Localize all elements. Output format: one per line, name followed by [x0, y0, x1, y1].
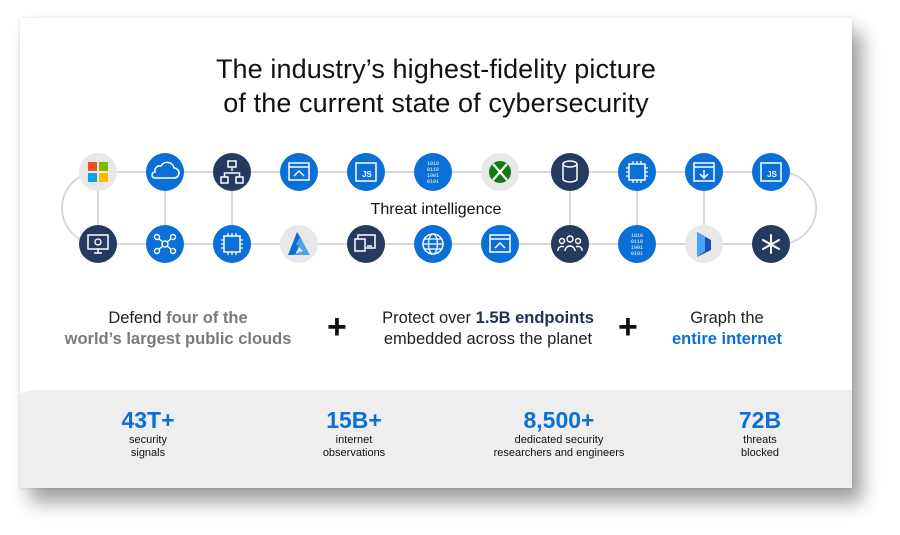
plus-sign: +	[618, 308, 638, 346]
stat-label-line2: researchers and engineers	[493, 447, 625, 459]
stat-security-signals: 43T+ security signals	[88, 406, 208, 460]
stat-security-researchers: 8,500+ dedicated security researchers an…	[474, 406, 644, 460]
svg-text:1010: 1010	[427, 161, 439, 167]
pillar-clouds-pre: Defend	[108, 309, 167, 327]
stat-threats-blocked: 72B threats blocked	[700, 406, 820, 460]
svg-text:JS: JS	[362, 170, 372, 179]
microsoft-logo-icon	[79, 153, 117, 191]
globe-network-icon	[414, 225, 452, 263]
dynamics-logo-icon	[685, 225, 723, 263]
plus-sign: +	[327, 308, 347, 346]
pillar-endpoints-pre: Protect over	[382, 309, 476, 327]
pillar-internet-pre: Graph the	[690, 309, 764, 327]
browser-window-icon	[481, 225, 519, 263]
svg-text:JS: JS	[767, 170, 777, 179]
threat-intelligence-label: Threat intelligence	[370, 201, 502, 218]
browser-window-icon	[280, 153, 318, 191]
pillar-internet-em: entire internet	[671, 330, 783, 348]
pillar-clouds-em: four of the	[166, 309, 248, 327]
azure-logo-icon	[280, 225, 318, 263]
people-group-icon	[551, 225, 589, 263]
javascript-file-icon: JS	[347, 153, 385, 191]
stat-label-line1: threats	[743, 434, 777, 446]
cpu-chip-icon	[618, 153, 656, 191]
calendar-download-icon	[685, 153, 723, 191]
stat-internet-observations: 15B+ internet observations	[294, 406, 414, 460]
stat-value: 8,500+	[523, 407, 595, 433]
svg-text:0110: 0110	[631, 239, 643, 245]
svg-text:1001: 1001	[427, 173, 439, 179]
svg-text:1001: 1001	[631, 245, 643, 251]
stat-label-line1: security	[129, 434, 167, 446]
monitor-settings-icon	[79, 225, 117, 263]
javascript-file-icon: JS	[752, 153, 790, 191]
pillar-clouds: Defend four of the world’s largest publi…	[58, 308, 298, 350]
stat-label-line1: internet	[335, 434, 373, 446]
svg-text:0101: 0101	[631, 251, 643, 257]
pillar-endpoints-em: 1.5B endpoints	[475, 309, 594, 327]
xbox-logo-icon	[481, 153, 519, 191]
terminal-window-icon	[347, 225, 385, 263]
stat-label-line2: blocked	[741, 447, 779, 459]
network-hierarchy-icon	[213, 153, 251, 191]
cpu-chip-icon	[213, 225, 251, 263]
cloud-icon	[146, 153, 184, 191]
page-title: The industry’s highest-fidelity picture …	[20, 52, 852, 120]
stat-label-line2: signals	[130, 447, 166, 459]
pillar-endpoints: Protect over 1.5B endpoints embedded acr…	[360, 308, 616, 350]
network-nodes-icon	[146, 225, 184, 263]
title-line-1: The industry’s highest-fidelity picture	[215, 54, 657, 84]
svg-text:1010: 1010	[631, 233, 643, 239]
stat-value: 43T+	[121, 407, 175, 433]
pillar-endpoints-line2: embedded across the planet	[383, 330, 593, 348]
svg-text:0110: 0110	[427, 167, 439, 173]
stat-label-line1: dedicated security	[514, 434, 604, 446]
asterisk-icon	[752, 225, 790, 263]
stat-value: 15B+	[326, 407, 382, 433]
pillar-internet: Graph the entire internet	[650, 308, 804, 350]
stat-value: 72B	[738, 407, 782, 433]
stats-band	[20, 390, 852, 488]
pillar-clouds-line2: world’s largest public clouds	[64, 330, 292, 348]
database-icon	[551, 153, 589, 191]
stat-label-line2: observations	[322, 447, 386, 459]
infographic-card: The industry’s highest-fidelity picture …	[20, 18, 852, 488]
svg-text:0101: 0101	[427, 179, 439, 185]
title-line-2: of the current state of cybersecurity	[223, 88, 649, 118]
